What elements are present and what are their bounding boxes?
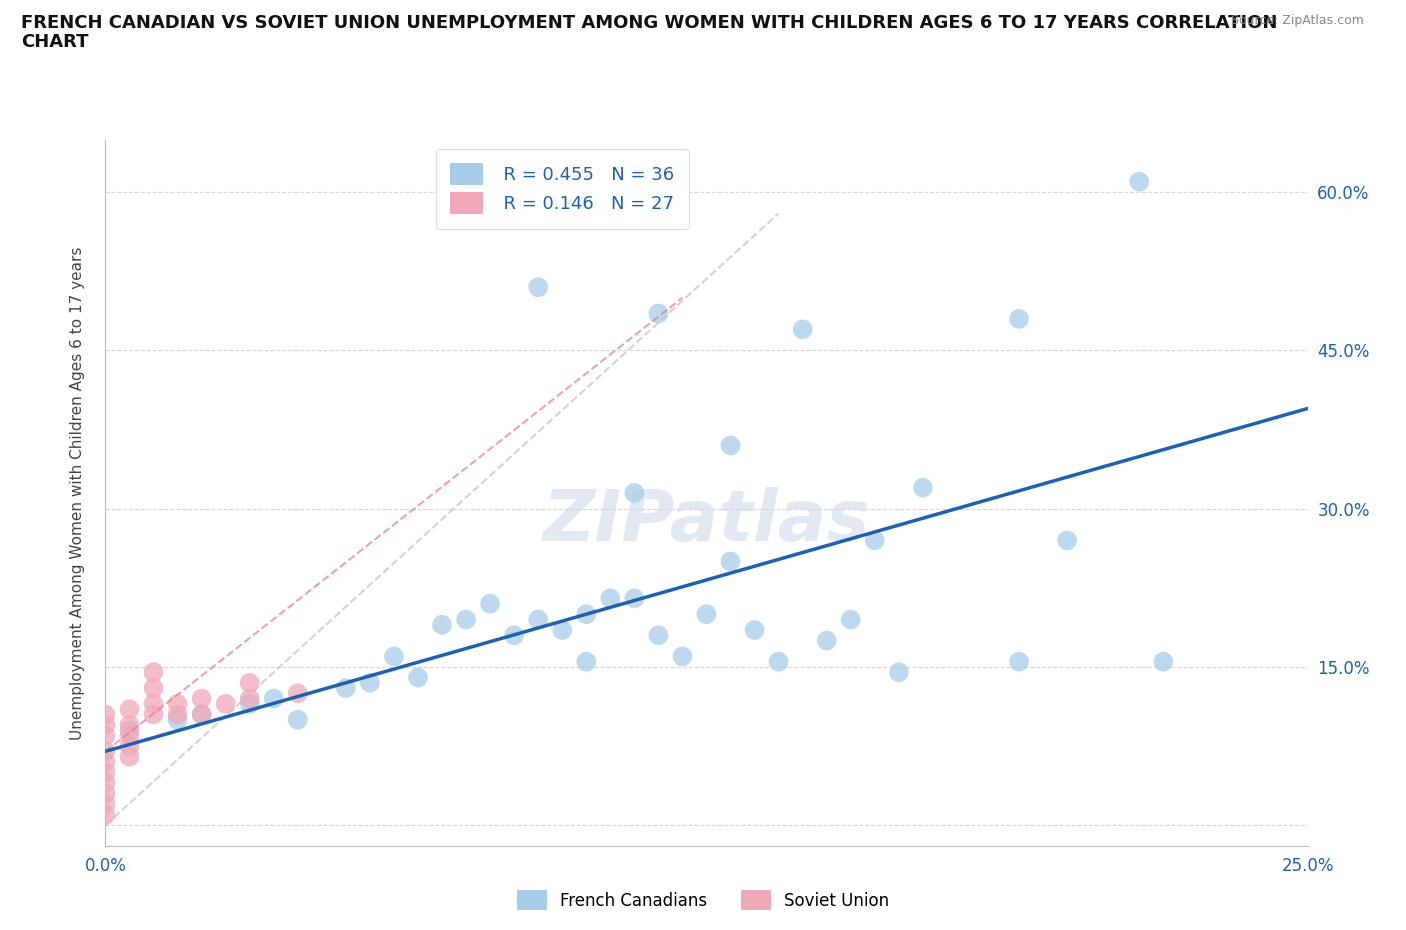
Point xyxy=(142,707,165,722)
Point xyxy=(647,628,669,643)
Point xyxy=(647,306,669,321)
Point xyxy=(166,697,188,711)
Point xyxy=(359,675,381,690)
Point xyxy=(239,675,262,690)
Point xyxy=(239,697,262,711)
Text: ZIPatlas: ZIPatlas xyxy=(543,486,870,555)
Point xyxy=(190,707,212,722)
Text: Source: ZipAtlas.com: Source: ZipAtlas.com xyxy=(1230,14,1364,27)
Point xyxy=(479,596,502,611)
Point xyxy=(142,681,165,696)
Point xyxy=(94,718,117,733)
Point xyxy=(863,533,886,548)
Point xyxy=(214,697,236,711)
Point xyxy=(1128,174,1150,189)
Point xyxy=(190,691,212,706)
Point xyxy=(94,776,117,790)
Point xyxy=(335,681,357,696)
Point xyxy=(94,754,117,769)
Legend: French Canadians, Soviet Union: French Canadians, Soviet Union xyxy=(510,884,896,917)
Point xyxy=(527,280,550,295)
Point xyxy=(454,612,477,627)
Point xyxy=(792,322,814,337)
Text: CHART: CHART xyxy=(21,33,89,50)
Point xyxy=(142,697,165,711)
Point xyxy=(118,750,141,764)
Point xyxy=(575,606,598,621)
Point xyxy=(503,628,526,643)
Point xyxy=(94,786,117,801)
Point xyxy=(1152,654,1174,669)
Y-axis label: Unemployment Among Women with Children Ages 6 to 17 years: Unemployment Among Women with Children A… xyxy=(70,246,84,739)
Point xyxy=(118,702,141,717)
Point xyxy=(166,707,188,722)
Point xyxy=(382,649,405,664)
Point xyxy=(623,485,645,500)
Point xyxy=(744,622,766,637)
Point xyxy=(671,649,693,664)
Point xyxy=(166,712,188,727)
Point xyxy=(94,807,117,822)
Point xyxy=(118,738,141,753)
Point xyxy=(815,633,838,648)
Point xyxy=(94,797,117,812)
Point xyxy=(1008,312,1031,326)
Point xyxy=(911,480,934,495)
Point xyxy=(551,622,574,637)
Point xyxy=(839,612,862,627)
Point xyxy=(118,718,141,733)
Point xyxy=(720,554,742,569)
Point xyxy=(287,686,309,701)
Point xyxy=(406,671,429,685)
Point xyxy=(94,707,117,722)
Point xyxy=(239,691,262,706)
Point xyxy=(287,712,309,727)
Point xyxy=(118,728,141,743)
Point xyxy=(1008,654,1031,669)
Point xyxy=(1056,533,1078,548)
Point xyxy=(527,612,550,627)
Point xyxy=(696,606,718,621)
Point xyxy=(623,591,645,605)
Point xyxy=(575,654,598,669)
Point xyxy=(94,728,117,743)
Point xyxy=(94,765,117,780)
Point xyxy=(887,665,910,680)
Point xyxy=(94,744,117,759)
Text: FRENCH CANADIAN VS SOVIET UNION UNEMPLOYMENT AMONG WOMEN WITH CHILDREN AGES 6 TO: FRENCH CANADIAN VS SOVIET UNION UNEMPLOY… xyxy=(21,14,1278,32)
Point xyxy=(430,618,453,632)
Point xyxy=(599,591,621,605)
Point xyxy=(118,723,141,737)
Point xyxy=(263,691,285,706)
Point xyxy=(720,438,742,453)
Point xyxy=(768,654,790,669)
Legend:   R = 0.455   N = 36,   R = 0.146   N = 27: R = 0.455 N = 36, R = 0.146 N = 27 xyxy=(436,149,689,229)
Point xyxy=(142,665,165,680)
Point xyxy=(190,707,212,722)
